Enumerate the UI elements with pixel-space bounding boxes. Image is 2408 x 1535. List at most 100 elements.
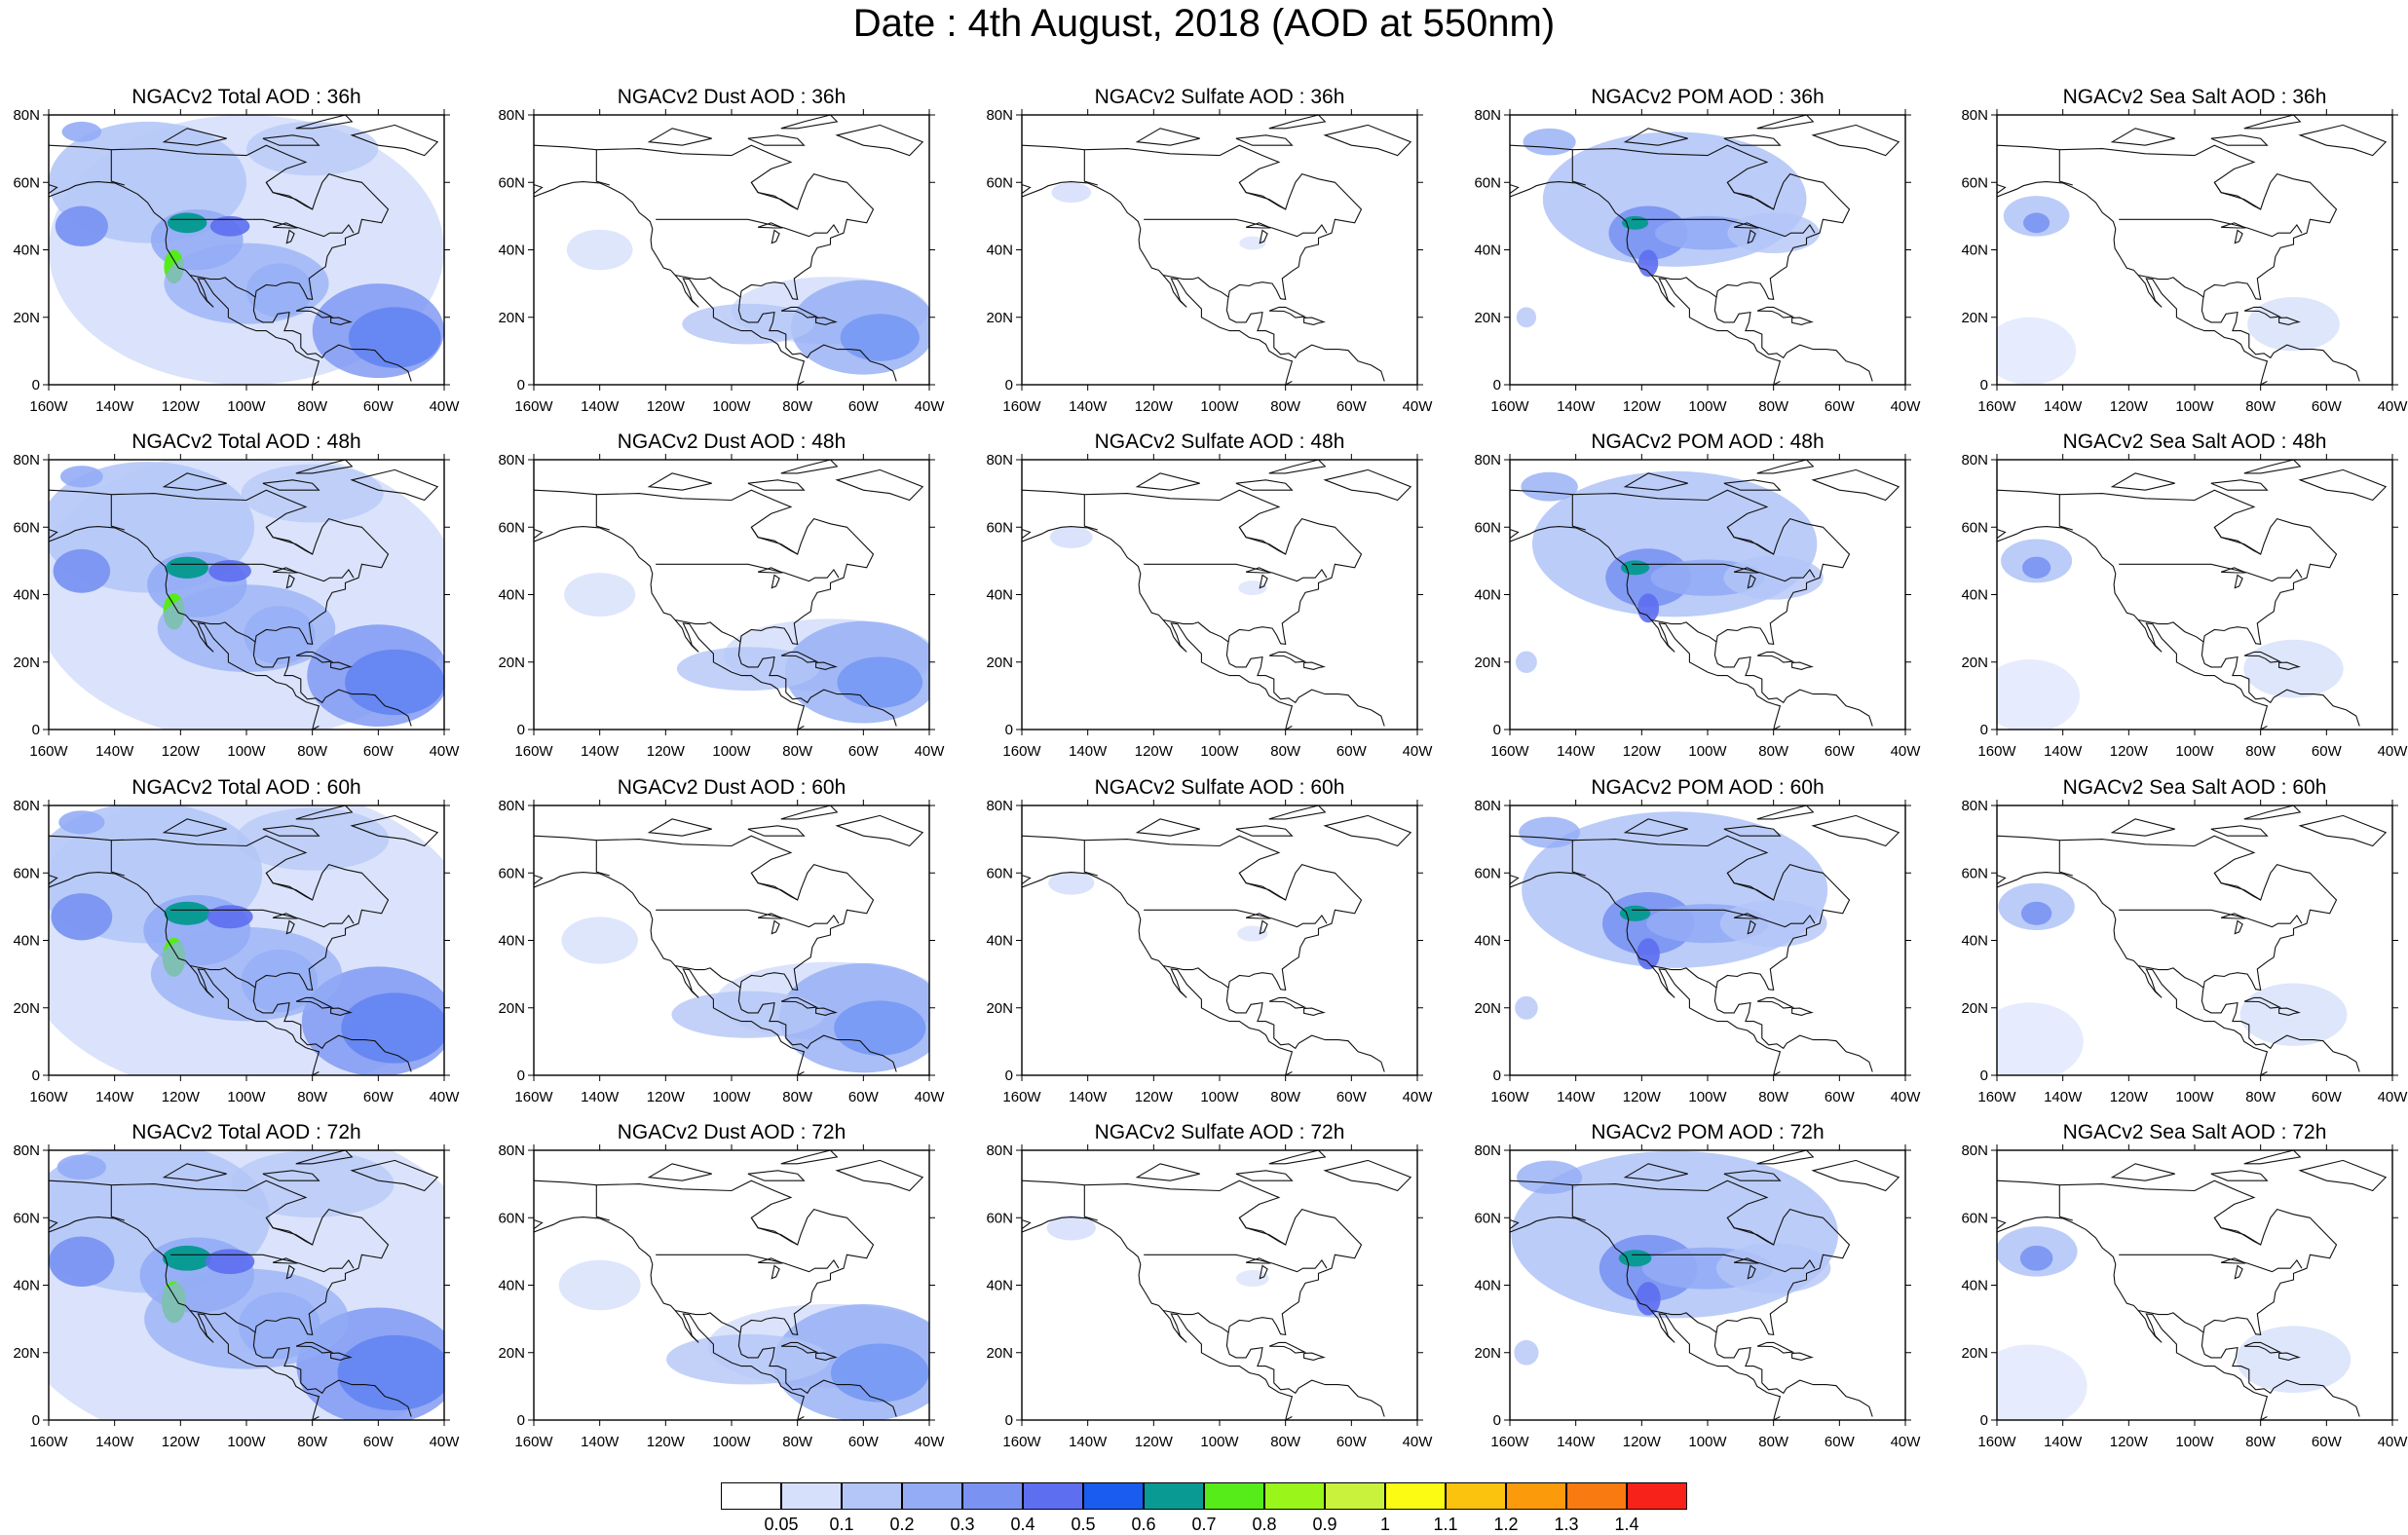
lat-tick-label: 40N	[1474, 1278, 1501, 1294]
lon-tick-label: 160W	[514, 743, 553, 760]
lon-tick-label: 140W	[95, 1089, 134, 1105]
lon-tick-label: 40W	[915, 398, 946, 415]
lon-tick-label: 100W	[1688, 398, 1727, 415]
lat-tick-label: 60N	[498, 1210, 525, 1226]
coastline	[49, 805, 439, 1075]
coastline	[534, 805, 924, 1075]
map-panel: NGACv2 Sulfate AOD : 48h 80N 60N 40N 20N 0 160…	[986, 431, 1433, 760]
lon-tick-label: 160W	[1490, 1434, 1529, 1450]
lon-tick-label: 140W	[1069, 398, 1108, 415]
lon-tick-label: 160W	[1490, 1089, 1529, 1105]
coastline	[1510, 460, 1900, 730]
lat-tick-label: 20N	[13, 655, 40, 671]
aod-field	[1997, 1226, 2352, 1420]
lat-tick-label: 0	[32, 722, 40, 738]
aod-field	[1997, 196, 2340, 385]
lon-tick-label: 40W	[2378, 1434, 2408, 1450]
lon-tick-label: 80W	[1758, 398, 1789, 415]
lat-tick-label: 80N	[1474, 452, 1501, 468]
lon-tick-label: 100W	[2175, 398, 2214, 415]
coastline	[534, 1150, 924, 1420]
aod-field	[1048, 871, 1268, 942]
lat-tick-label: 60N	[13, 519, 40, 536]
lat-tick-label: 40N	[1474, 243, 1501, 259]
aod-field	[1049, 526, 1267, 596]
colorbar-label: 0.05	[764, 1515, 799, 1534]
lat-tick-label: 60N	[13, 865, 40, 881]
lon-tick-label: 120W	[647, 1089, 686, 1105]
lon-tick-label: 120W	[162, 398, 201, 415]
lon-tick-label: 160W	[29, 1434, 68, 1450]
coastline	[1022, 115, 1412, 385]
lat-tick-label: 60N	[986, 519, 1013, 536]
lon-tick-label: 160W	[514, 1089, 553, 1105]
lat-tick-label: 40N	[1474, 587, 1501, 604]
colorbar-swatch	[1023, 1482, 1083, 1510]
lon-tick-label: 160W	[514, 1434, 553, 1450]
lon-tick-label: 40W	[915, 1089, 946, 1105]
lon-tick-label: 100W	[712, 1089, 751, 1105]
coastline	[49, 460, 439, 730]
map-panel: NGACv2 Sea Salt AOD : 36h 80N 60N 40N 20N 0 16…	[1961, 86, 2408, 415]
lon-tick-label: 140W	[95, 1434, 134, 1450]
lon-tick-label: 120W	[1623, 1434, 1662, 1450]
lon-tick-label: 140W	[2044, 743, 2083, 760]
colorbar-swatch	[842, 1482, 902, 1510]
coastline	[1997, 115, 2388, 385]
lat-tick-label: 40N	[986, 933, 1013, 950]
map-panel: NGACv2 Sea Salt AOD : 60h 80N 60N 40N 20N 0 16…	[1961, 776, 2408, 1105]
lat-tick-label: 0	[1493, 1412, 1501, 1429]
lon-tick-label: 100W	[1200, 1089, 1239, 1105]
lon-tick-label: 120W	[2110, 1434, 2149, 1450]
lat-tick-label: 60N	[1961, 519, 1988, 536]
panel-title: NGACv2 Sea Salt AOD : 36h	[2063, 86, 2327, 108]
lat-tick-label: 20N	[1961, 1345, 1988, 1362]
lon-tick-label: 80W	[2245, 398, 2276, 415]
lat-tick-label: 40N	[13, 933, 40, 950]
lon-tick-label: 80W	[297, 743, 328, 760]
colorbar-swatch	[1083, 1482, 1144, 1510]
colorbar-label: 0.5	[1071, 1515, 1096, 1534]
lat-tick-label: 60N	[498, 519, 525, 536]
lon-tick-label: 160W	[29, 1089, 68, 1105]
map-panel: NGACv2 POM AOD : 72h 80N 60N 40N 20N 0 160W 140…	[1474, 1121, 1921, 1450]
lat-tick-label: 40N	[498, 933, 525, 950]
lon-tick-label: 100W	[227, 398, 266, 415]
coastline	[1022, 1150, 1412, 1420]
lon-tick-label: 60W	[2312, 1434, 2343, 1450]
lon-tick-label: 80W	[2245, 743, 2276, 760]
aod-field	[564, 573, 929, 724]
lat-tick-label: 20N	[498, 1000, 525, 1017]
lat-tick-label: 0	[1493, 722, 1501, 738]
lon-tick-label: 120W	[1623, 398, 1662, 415]
lon-tick-label: 100W	[1688, 1434, 1727, 1450]
coastline	[534, 115, 924, 385]
colorbar-swatch	[721, 1482, 781, 1510]
map-panel: NGACv2 POM AOD : 48h 80N 60N 40N 20N 0 160W 140…	[1474, 431, 1921, 760]
lon-tick-label: 60W	[1825, 1089, 1856, 1105]
panel-title: NGACv2 Sulfate AOD : 72h	[1095, 1121, 1345, 1143]
lat-tick-label: 0	[1005, 1067, 1013, 1084]
lon-tick-label: 140W	[2044, 398, 2083, 415]
lon-tick-label: 160W	[1977, 398, 2016, 415]
lon-tick-label: 120W	[1135, 1089, 1174, 1105]
lat-tick-label: 60N	[986, 865, 1013, 881]
lon-tick-label: 140W	[1557, 1434, 1596, 1450]
lon-tick-label: 40W	[1891, 398, 1922, 415]
lon-tick-label: 100W	[227, 1089, 266, 1105]
lon-tick-label: 120W	[1135, 1434, 1174, 1450]
coastline	[49, 115, 439, 385]
lat-tick-label: 20N	[1961, 310, 1988, 326]
lat-tick-label: 60N	[1474, 865, 1501, 881]
aod-field	[1515, 811, 1828, 1020]
aod-field	[1515, 470, 1824, 673]
lon-tick-label: 40W	[1403, 1089, 1434, 1105]
lon-tick-label: 100W	[227, 1434, 266, 1450]
lat-tick-label: 20N	[986, 310, 1013, 326]
colorbar-label: 1.1	[1433, 1515, 1458, 1534]
lon-tick-label: 140W	[95, 743, 134, 760]
map-panel: NGACv2 Sulfate AOD : 36h 80N 60N 40N 20N 0 160…	[986, 86, 1433, 415]
lat-tick-label: 0	[517, 377, 525, 393]
lon-tick-label: 60W	[363, 743, 395, 760]
lat-tick-label: 20N	[1961, 655, 1988, 671]
